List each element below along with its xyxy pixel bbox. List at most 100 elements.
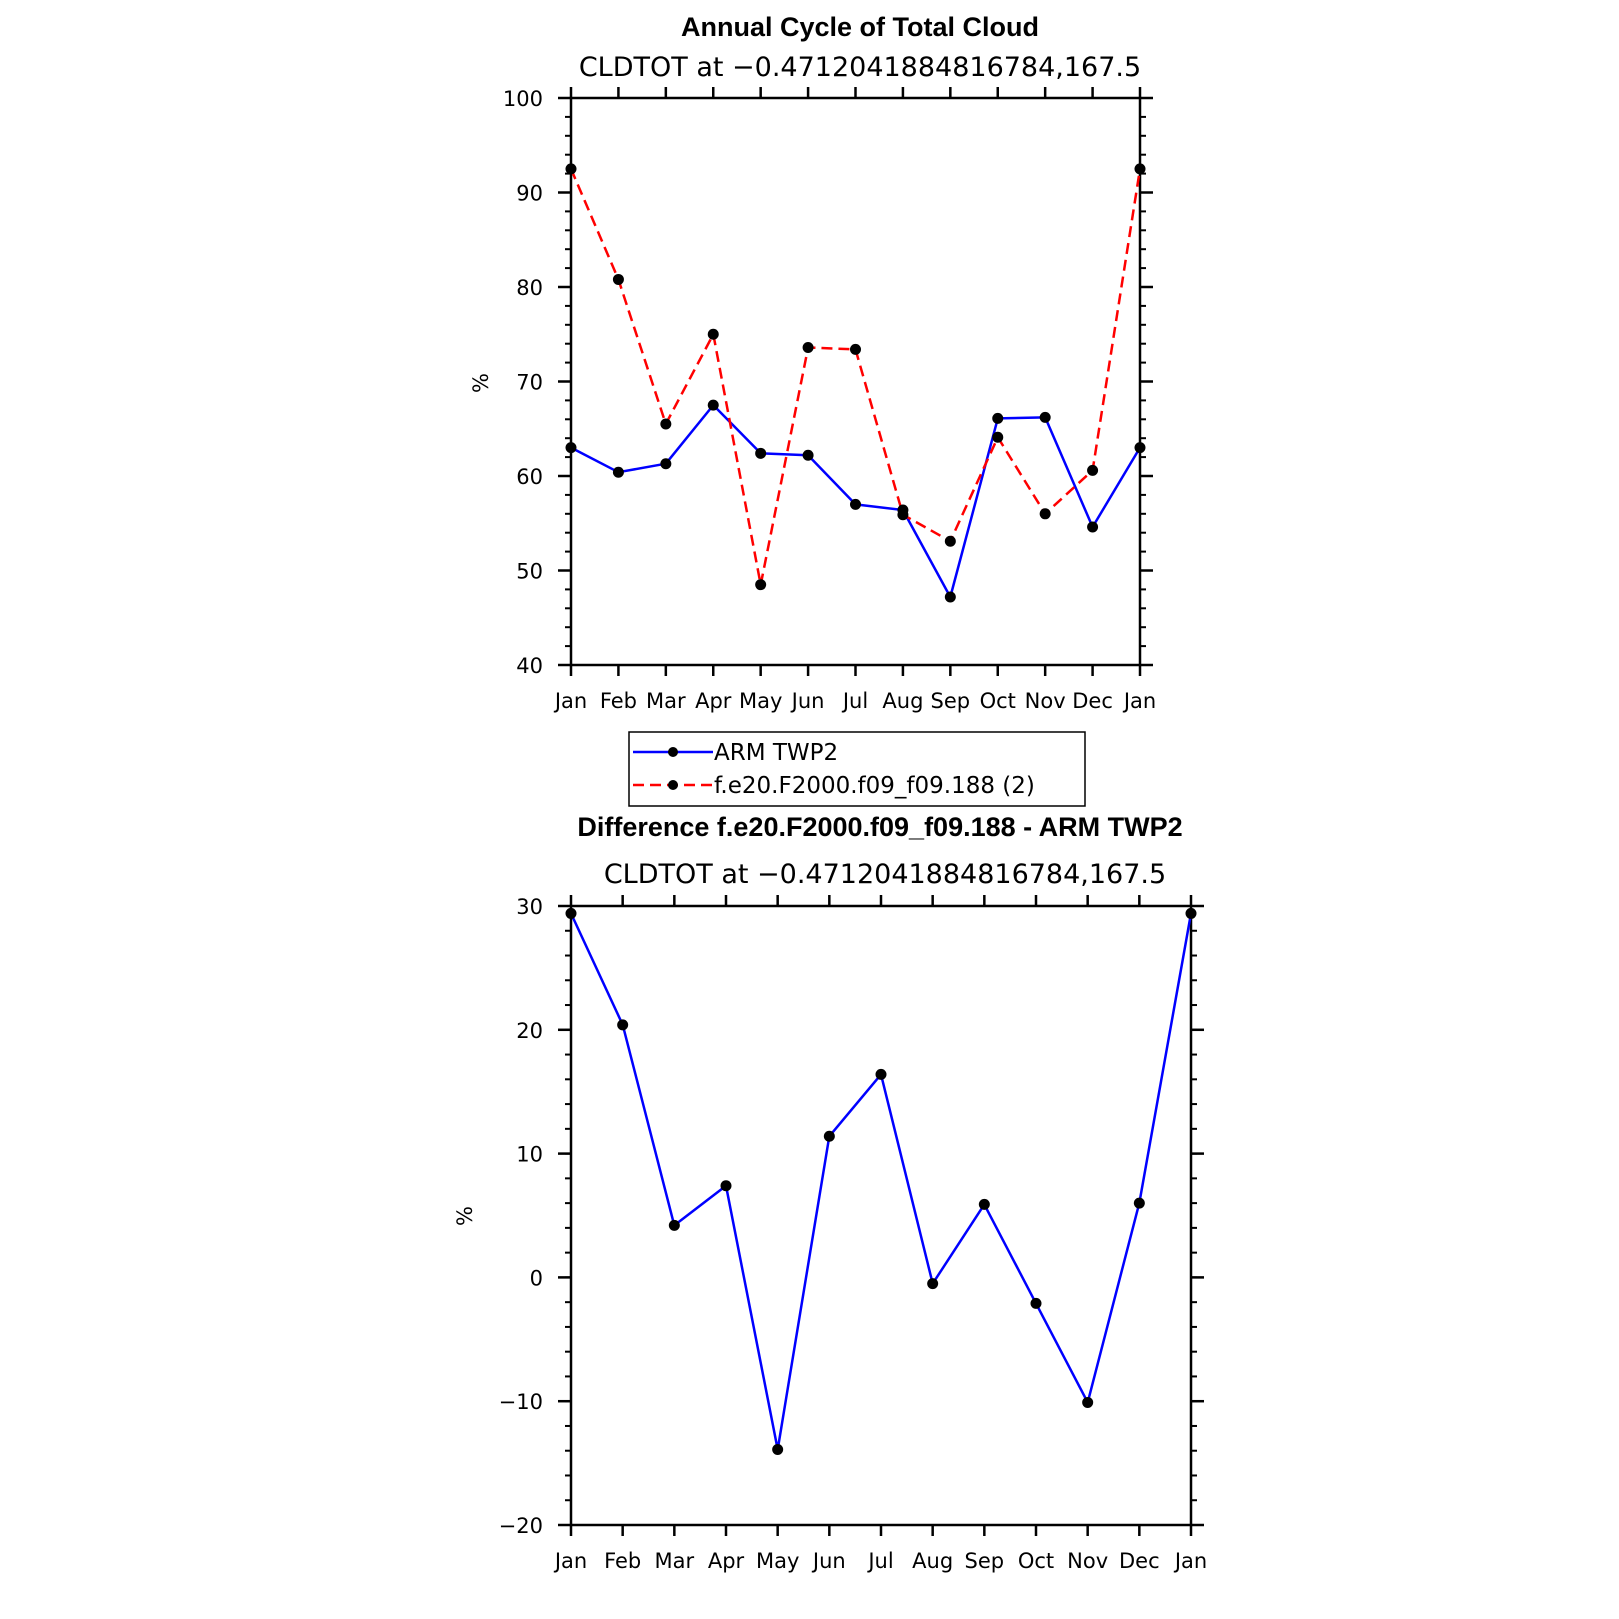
legend: ARM TWP2 f.e20.F2000.f09_f09.188 (2): [628, 731, 1086, 807]
chart2-series-0-point: [565, 907, 577, 919]
chart2-series-0-point: [617, 1019, 629, 1031]
chart2-xtick-label: Nov: [1067, 1549, 1108, 1573]
chart2-series-0-point: [1133, 1197, 1145, 1209]
chart2-xtick-label: Feb: [604, 1549, 641, 1573]
chart1-ytick-label: 40: [516, 654, 543, 678]
chart1-xtick-label: Jul: [841, 689, 868, 713]
chart1-ytick-label: 50: [516, 560, 543, 584]
chart2-series: [565, 907, 1197, 1455]
chart2-ticks: Jan Feb Mar Apr May Jun Jul Aug Sep Oct Nov Dec Jan−…: [499, 895, 1207, 1573]
chart1-ytick-label: 60: [516, 465, 543, 489]
chart1-ylabel: %: [469, 373, 493, 393]
chart1-ytick-label: 80: [516, 276, 543, 300]
chart1-series-0-point: [565, 442, 577, 454]
chart1-xtick-label: May: [739, 689, 782, 713]
chart2-series-0-point: [823, 1130, 835, 1142]
chart2-ytick-label: 0: [530, 1266, 543, 1290]
chart1-xtick-label: Sep: [931, 689, 971, 713]
chart1-series-1-point: [612, 273, 624, 285]
chart2-ytick-label: 20: [516, 1019, 543, 1043]
chart1-series-1-point: [1087, 464, 1099, 476]
chart2-xtick-label: Oct: [1018, 1549, 1054, 1573]
chart1-xtick-label: Oct: [980, 689, 1016, 713]
chart1-series: [565, 163, 1146, 603]
chart1-series-1-point: [850, 343, 861, 355]
chart1-xtick-label: Aug: [882, 689, 923, 713]
chart1-subtitle: CLDTOT at −0.4712041884816784,167.5: [579, 52, 1141, 83]
chart2-xtick-label: Aug: [912, 1549, 953, 1573]
annual-cycle-chart: Annual Cycle of Total Cloud CLDTOT at −0…: [469, 12, 1156, 807]
chart1-xtick-label: Feb: [600, 689, 637, 713]
chart2-xtick-label: Jun: [811, 1549, 846, 1573]
legend-box: [628, 731, 1086, 807]
chart1-series-1-point: [755, 579, 767, 591]
chart1-series-0-point: [707, 399, 719, 411]
chart1-series-1-point: [660, 418, 672, 430]
chart2-ytick-label: 30: [516, 895, 543, 919]
chart2-series-0-point: [1185, 907, 1197, 919]
chart2-series-0-point: [978, 1198, 990, 1210]
chart1-series-0-point: [944, 591, 956, 603]
chart1-series-line-1: [569, 168, 1142, 586]
chart2-ytick-label: −20: [499, 1514, 543, 1538]
chart2-series-0-point: [720, 1180, 732, 1192]
chart1-ytick-label: 100: [503, 87, 543, 111]
chart2-ylabel: %: [453, 1206, 477, 1226]
chart1-title: Annual Cycle of Total Cloud: [681, 12, 1039, 42]
chart1-series-0-point: [992, 412, 1004, 424]
chart2-ytick-label: 10: [516, 1143, 543, 1167]
chart1-series-1-point: [565, 163, 577, 175]
chart2-xtick-label: Dec: [1119, 1549, 1160, 1573]
legend-marker-model: [668, 780, 678, 790]
chart2-series-line-0: [569, 912, 1193, 1451]
chart1-series-0-point: [1087, 521, 1099, 533]
chart2-ytick-label: −10: [499, 1390, 543, 1414]
legend-marker-arm: [668, 747, 678, 757]
chart2-series-0-point: [1082, 1396, 1094, 1408]
chart2-series-0-point: [772, 1443, 784, 1455]
chart1-xtick-label: Jun: [790, 689, 825, 713]
chart1-xtick-label: Mar: [646, 689, 686, 713]
chart2-xtick-label: Jan: [1173, 1549, 1207, 1573]
chart2-title: Difference f.e20.F2000.f09_f09.188 - ARM…: [577, 812, 1182, 842]
chart1-series-1-point: [992, 431, 1004, 443]
chart2-series-0-point: [1030, 1297, 1042, 1309]
chart2-series-0-point: [927, 1278, 939, 1290]
chart2-xtick-label: May: [756, 1549, 799, 1573]
chart1-series-1-point: [944, 535, 956, 547]
chart1-series-0-point: [850, 498, 861, 510]
chart1-ytick-label: 90: [516, 182, 543, 206]
chart1-xtick-label: Dec: [1072, 689, 1113, 713]
chart1-series-1-point: [897, 509, 909, 521]
chart1-xtick-label: Nov: [1025, 689, 1066, 713]
difference-chart: Difference f.e20.F2000.f09_f09.188 - ARM…: [453, 812, 1207, 1573]
chart2-xtick-label: Jul: [866, 1549, 893, 1573]
chart1-series-1-point: [802, 341, 814, 353]
legend-label-arm: ARM TWP2: [714, 740, 838, 766]
chart2-plot-frame: [569, 904, 1193, 1527]
chart1-plot-frame: [569, 96, 1142, 667]
chart1-ticks: Jan Feb Mar Apr May Jun Jul Aug Sep Oct Nov Dec Jan 4…: [503, 87, 1156, 713]
chart2-series-0-point: [668, 1219, 680, 1231]
chart1-xtick-label: Apr: [695, 689, 732, 713]
chart2-xtick-label: Sep: [965, 1549, 1005, 1573]
chart2-xtick-label: Jan: [553, 1549, 587, 1573]
chart1-series-0-point: [755, 447, 767, 459]
chart1-xtick-label: Jan: [1122, 689, 1156, 713]
chart1-series-0-point: [1039, 411, 1051, 423]
chart1-series-1-point: [1039, 508, 1051, 520]
chart1-series-0-point: [1134, 442, 1146, 454]
chart1-xtick-label: Jan: [553, 689, 587, 713]
chart1-series-0-point: [660, 458, 672, 470]
chart2-xtick-label: Mar: [655, 1549, 695, 1573]
chart2-series-0-point: [875, 1068, 887, 1080]
chart1-series-1-point: [1134, 163, 1146, 175]
legend-label-model: f.e20.F2000.f09_f09.188 (2): [714, 773, 1035, 799]
chart1-ytick-label: 70: [516, 371, 543, 395]
chart1-series-0-point: [612, 466, 624, 478]
chart2-subtitle: CLDTOT at −0.4712041884816784,167.5: [604, 859, 1166, 890]
chart1-series-0-point: [802, 449, 814, 461]
chart2-xtick-label: Apr: [708, 1549, 745, 1573]
chart1-series-1-point: [707, 328, 719, 340]
